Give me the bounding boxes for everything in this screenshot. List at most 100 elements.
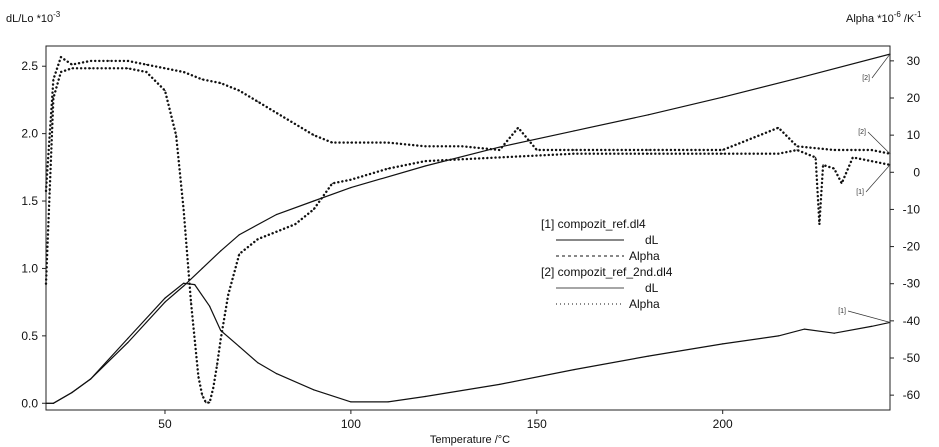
series-3-point (52, 97, 55, 99)
legend-label-1-dl: dL (645, 233, 659, 247)
right-tick-label: -50 (903, 351, 921, 365)
right-tick-label: -20 (903, 240, 921, 254)
x-tick-label: 50 (158, 417, 172, 431)
series-3-point (387, 168, 389, 170)
callout-leader (871, 53, 891, 79)
series-1-point (803, 328, 806, 330)
series-3-point (209, 402, 211, 404)
series-3-point (424, 160, 426, 162)
series-3-point (833, 168, 835, 170)
series-3-point (190, 301, 192, 303)
series-3-point (183, 208, 185, 210)
series-3-point (815, 156, 817, 158)
right-tick-label: 10 (907, 128, 921, 142)
callout-leader (847, 310, 891, 323)
right-tick-label: -60 (903, 388, 921, 402)
series-3-point (201, 394, 203, 396)
series-3-point (216, 364, 218, 366)
series-4-point (331, 142, 333, 144)
series-1-point (350, 401, 352, 403)
series-3-point (275, 231, 278, 233)
series-4-point (257, 101, 259, 103)
series-1-point (275, 373, 278, 375)
series-2-point (71, 391, 73, 394)
series-4-point (424, 145, 426, 147)
series-2-point (52, 402, 55, 404)
series-2-point (164, 301, 166, 303)
legend-file-2: [2] compozit_ref_2nd.dl4 (541, 265, 673, 279)
series-3-point (313, 208, 315, 210)
series-3-point (350, 179, 352, 181)
series-1-point (870, 325, 873, 327)
series-4-point (275, 112, 278, 114)
series-2-point (350, 187, 352, 189)
series-3-point (205, 402, 207, 404)
series-2-point (183, 285, 185, 287)
series-4-point (108, 60, 110, 62)
series-3-point (573, 153, 575, 155)
series-3-point (722, 153, 724, 155)
callout-label: [2] (858, 129, 866, 136)
series-2-point (275, 213, 278, 216)
series-2-point (90, 378, 92, 380)
callout-label: [2] (862, 75, 870, 82)
series-2-point (45, 402, 47, 404)
series-3-point (127, 67, 129, 69)
series-1-point (238, 346, 240, 348)
right-tick-label: 0 (913, 165, 920, 179)
series-2-point (201, 267, 203, 269)
series-2-point (722, 96, 724, 98)
x-tick-label: 200 (713, 417, 733, 431)
series-3-point (164, 90, 166, 92)
series-4-point (833, 149, 835, 151)
series-1-point (127, 337, 129, 340)
series-1-point (387, 401, 389, 403)
series-4-point (313, 134, 315, 136)
series-1-point (573, 369, 575, 371)
series-4-point (164, 67, 166, 69)
series-3-point (331, 182, 333, 184)
series-line-4 (44, 55, 892, 193)
series-layer (44, 53, 892, 404)
series-1-point (424, 395, 426, 398)
series-1-point (777, 335, 780, 337)
series-4-point (499, 149, 501, 151)
series-4-point (387, 142, 389, 144)
series-3-point (71, 67, 73, 69)
series-2-point (424, 165, 426, 167)
callout-label: [1] (838, 308, 846, 315)
series-4-point (127, 60, 129, 62)
series-2-point (313, 200, 315, 202)
series-4-point (350, 142, 352, 144)
series-2-point (127, 342, 129, 344)
callout-leader (867, 131, 891, 154)
series-3-point (870, 160, 873, 162)
series-4-point (573, 149, 575, 151)
series-3-point (841, 182, 843, 184)
series-2-point (238, 234, 240, 236)
series-4-point (647, 149, 649, 151)
series-3-point (238, 253, 240, 255)
legend-file-1: [1] compozit_ref.dl4 (541, 217, 646, 231)
series-4-point (517, 127, 519, 129)
series-3-point (796, 149, 798, 151)
series-3-point (60, 71, 62, 73)
series-4-point (145, 64, 147, 66)
series-3-point (257, 238, 259, 240)
series-1-point (499, 383, 501, 385)
series-4-point (220, 82, 222, 84)
series-3-point (197, 376, 199, 378)
series-4-point (870, 149, 873, 151)
series-4-point (60, 56, 62, 58)
series-3-point (294, 223, 296, 225)
ticks-layer: 50 100 150 2000.00.51.01.52.02.5-60-50-40-3… (21, 54, 920, 431)
right-tick-label: 30 (907, 54, 921, 68)
series-4-point (183, 71, 185, 73)
x-tick-label: 100 (341, 417, 361, 431)
series-3-point (227, 294, 229, 296)
series-3-point (818, 223, 821, 225)
series-line-2 (46, 53, 891, 404)
series-3-point (175, 134, 177, 136)
series-1-point (209, 305, 211, 307)
